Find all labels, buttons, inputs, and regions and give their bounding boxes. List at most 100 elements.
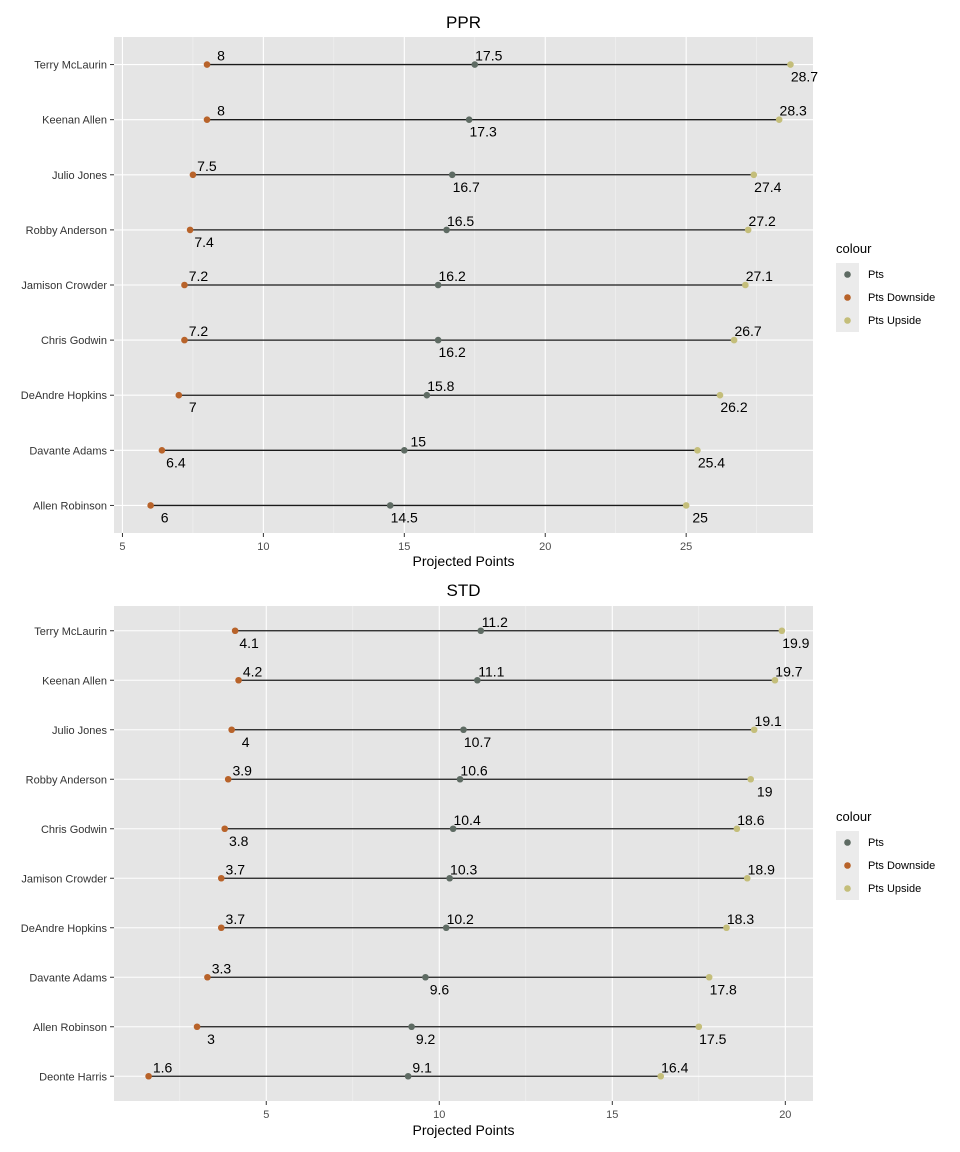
point-pts-downside — [193, 1023, 201, 1031]
data-label-pts-upside: 26.7 — [734, 323, 761, 339]
y-tick-label: Allen Robinson — [33, 500, 107, 512]
point-pts-downside — [186, 226, 194, 234]
data-label-pts-upside: 17.5 — [699, 1031, 726, 1047]
point-pts-upside — [750, 726, 758, 734]
x-tick-label: 5 — [119, 541, 125, 553]
data-label-pts: 10.7 — [464, 734, 491, 750]
data-label-pts-upside: 19.9 — [782, 635, 809, 651]
point-pts — [404, 1072, 412, 1080]
data-label-pts-downside: 6 — [161, 509, 169, 525]
data-label-pts-downside: 4 — [242, 734, 250, 750]
data-label-pts-upside: 18.6 — [737, 812, 764, 828]
data-label-pts-upside: 19.7 — [775, 663, 802, 679]
point-pts-upside — [778, 627, 786, 635]
data-label-pts-downside: 7.5 — [197, 158, 217, 174]
point-pts — [423, 391, 431, 399]
point-pts — [474, 676, 481, 684]
legend-key-point — [844, 885, 851, 892]
data-label-pts-downside: 3.9 — [232, 762, 252, 778]
legend-item-label: Pts Upside — [868, 883, 921, 895]
point-pts — [477, 627, 485, 635]
plot-background — [114, 606, 813, 1101]
point-pts-downside — [181, 336, 188, 344]
x-tick-label: 20 — [539, 541, 551, 553]
data-label-pts-upside: 25 — [692, 509, 708, 525]
y-tick-label: Davante Adams — [29, 445, 107, 457]
point-pts-downside — [224, 775, 232, 783]
point-pts-upside — [771, 676, 779, 684]
point-pts-upside — [695, 1023, 703, 1031]
point-pts — [434, 336, 442, 344]
data-label-pts: 11.2 — [482, 614, 508, 630]
point-pts-upside — [716, 391, 724, 399]
point-pts — [449, 825, 457, 833]
x-tick-label: 10 — [257, 541, 269, 553]
y-tick-label: Chris Godwin — [41, 335, 107, 347]
data-label-pts: 9.1 — [412, 1059, 432, 1075]
data-label-pts-downside: 8 — [217, 103, 225, 119]
point-pts-downside — [175, 391, 183, 399]
data-label-pts: 10.4 — [453, 812, 480, 828]
point-pts — [471, 61, 479, 68]
point-pts-downside — [217, 874, 225, 882]
panel-ppr: PPR 5 10 15 20 25 Projected Points Terry McLaur… — [21, 13, 935, 569]
y-tick-label: Julio Jones — [52, 725, 108, 737]
data-label-pts: 16.2 — [439, 344, 466, 360]
point-pts-downside — [228, 726, 235, 734]
chart-title: STD — [447, 581, 481, 600]
point-pts — [386, 502, 394, 509]
data-label-pts: 16.2 — [439, 268, 466, 284]
y-tick-label: Julio Jones — [52, 170, 108, 182]
point-pts-upside — [747, 775, 755, 783]
data-label-pts: 14.5 — [391, 509, 418, 525]
point-pts-downside — [221, 825, 229, 833]
data-label-pts: 10.2 — [447, 911, 474, 927]
point-pts-upside — [730, 336, 738, 344]
data-label-pts-upside: 19.1 — [755, 713, 782, 729]
data-label-pts-downside: 7.2 — [189, 323, 209, 339]
point-pts — [456, 775, 464, 783]
point-pts — [465, 116, 473, 123]
legend-item-label: Pts Downside — [868, 292, 935, 304]
point-pts — [401, 447, 408, 454]
data-label-pts-upside: 28.7 — [791, 69, 818, 85]
data-label-pts-downside: 4.2 — [243, 663, 263, 679]
point-pts-downside — [181, 281, 188, 289]
data-label-pts-upside: 27.1 — [746, 268, 773, 284]
point-pts — [408, 1023, 415, 1031]
data-label-pts: 17.5 — [475, 48, 502, 64]
y-tick-label: Terry McLaurin — [34, 626, 107, 638]
y-tick-label: Keenan Allen — [42, 675, 107, 687]
data-label-pts-upside: 27.4 — [754, 179, 781, 195]
point-pts-downside — [158, 447, 166, 454]
x-tick-label: 5 — [263, 1109, 269, 1121]
y-tick-label: DeAndre Hopkins — [21, 390, 108, 402]
point-pts-downside — [203, 116, 211, 123]
point-pts-downside — [145, 1072, 152, 1080]
data-label-pts: 16.7 — [453, 179, 480, 195]
y-tick-label: Robby Anderson — [26, 225, 107, 237]
data-label-pts: 17.3 — [470, 124, 497, 140]
data-label-pts: 11.1 — [478, 663, 504, 679]
point-pts — [422, 973, 429, 981]
data-label-pts-downside: 4.1 — [239, 635, 259, 651]
data-label-pts-upside: 17.8 — [710, 981, 737, 997]
point-pts-upside — [723, 924, 730, 932]
point-pts-downside — [203, 61, 211, 68]
x-axis-label: Projected Points — [413, 1122, 515, 1138]
data-label-pts: 15.8 — [427, 378, 454, 394]
y-tick-label: Jamison Crowder — [21, 873, 107, 885]
y-tick-label: DeAndre Hopkins — [21, 923, 108, 935]
data-label-pts-downside: 6.4 — [166, 454, 186, 470]
point-pts-upside — [657, 1072, 665, 1080]
point-pts-upside — [743, 874, 751, 882]
data-label-pts-upside: 18.3 — [727, 911, 754, 927]
data-label-pts-downside: 1.6 — [153, 1059, 173, 1075]
point-pts — [446, 874, 453, 882]
data-label-pts-upside: 19 — [757, 783, 773, 799]
point-pts — [434, 281, 442, 289]
data-label-pts-upside: 18.9 — [748, 861, 775, 877]
data-label-pts-upside: 27.2 — [749, 213, 776, 229]
point-pts-upside — [682, 502, 690, 509]
